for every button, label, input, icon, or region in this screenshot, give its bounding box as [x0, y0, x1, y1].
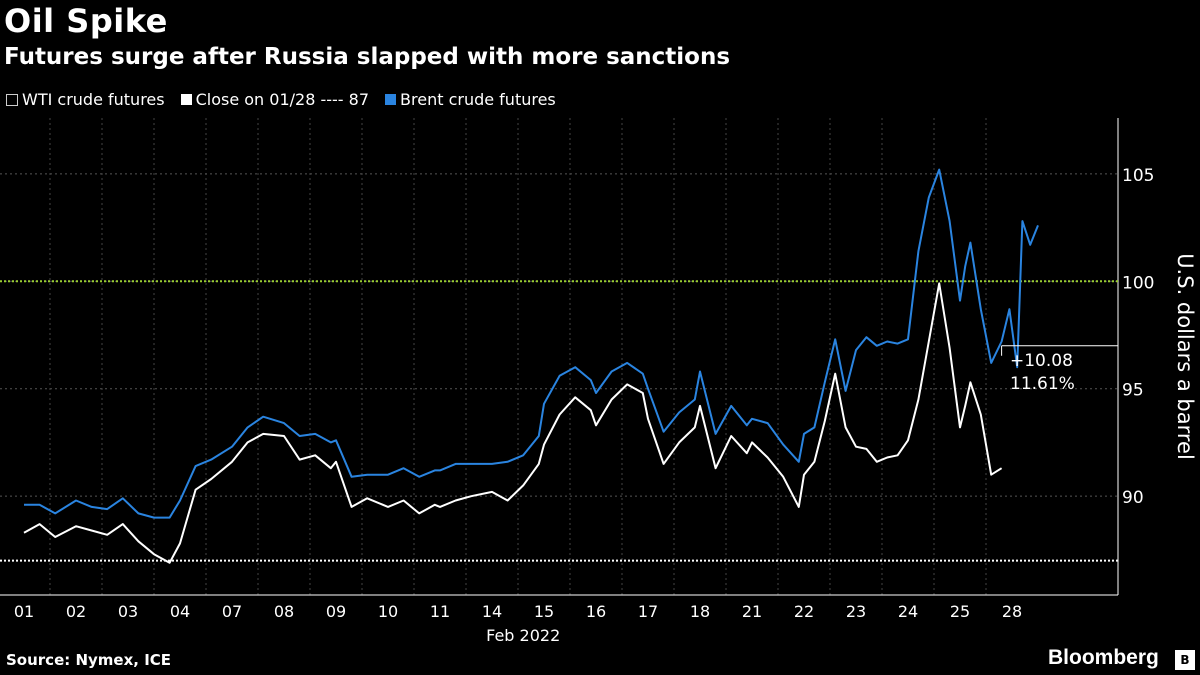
x-tick-label: 10 [378, 602, 398, 621]
bloomberg-b-icon: B [1175, 650, 1195, 670]
legend: WTI crude futures Close on 01/28 ---- 87… [6, 90, 572, 109]
x-tick-label: 02 [66, 602, 86, 621]
annotation-text: 11.61% [1010, 374, 1075, 394]
chart-title: Oil Spike [4, 2, 168, 40]
x-tick-label: 09 [326, 602, 346, 621]
x-tick-label: 24 [898, 602, 918, 621]
hilo-swatch-icon [6, 93, 18, 106]
legend-label-close: Close on 01/28 ---- 87 [195, 90, 370, 109]
y-tick-label: 105 [1122, 166, 1154, 186]
series-line-wti [23, 282, 1003, 564]
x-tick-label: 25 [950, 602, 970, 621]
x-tick-label: 17 [638, 602, 658, 621]
legend-label-brent: Brent crude futures [400, 90, 556, 109]
bloomberg-logo: Bloomberg [1048, 646, 1159, 669]
x-tick-label: 07 [222, 602, 242, 621]
x-tick-label: 28 [1002, 602, 1022, 621]
legend-item-wti: WTI crude futures [6, 90, 165, 109]
x-tick-label: 14 [482, 602, 502, 621]
x-tick-label: 01 [14, 602, 34, 621]
x-tick-label: 16 [586, 602, 606, 621]
x-tick-label: 15 [534, 602, 554, 621]
legend-label-wti: WTI crude futures [22, 90, 165, 109]
blue-swatch-icon [385, 94, 397, 105]
source-note: Source: Nymex, ICE [6, 651, 172, 669]
x-tick-label: 08 [274, 602, 294, 621]
series-line-brent [24, 168, 1039, 519]
x-tick-label: 18 [690, 602, 710, 621]
x-axis-label: Feb 2022 [486, 626, 560, 645]
legend-item-close-0128: Close on 01/28 ---- 87 [180, 90, 370, 109]
x-tick-label: 03 [118, 602, 138, 621]
x-tick-label: 23 [846, 602, 866, 621]
y-axis-label: U.S. dollars a barrel [1173, 253, 1197, 460]
x-tick-label: 04 [170, 602, 190, 621]
chart-subtitle: Futures surge after Russia slapped with … [4, 44, 731, 70]
y-tick-label: 100 [1122, 273, 1154, 293]
x-tick-label: 11 [430, 602, 450, 621]
y-tick-label: 95 [1122, 381, 1144, 401]
y-tick-label: 90 [1122, 488, 1144, 508]
x-tick-label: 21 [742, 602, 762, 621]
x-tick-label: 22 [794, 602, 814, 621]
annotation-text: +10.08 [1010, 351, 1073, 371]
legend-item-brent: Brent crude futures [385, 90, 556, 109]
white-swatch-icon [180, 94, 192, 105]
